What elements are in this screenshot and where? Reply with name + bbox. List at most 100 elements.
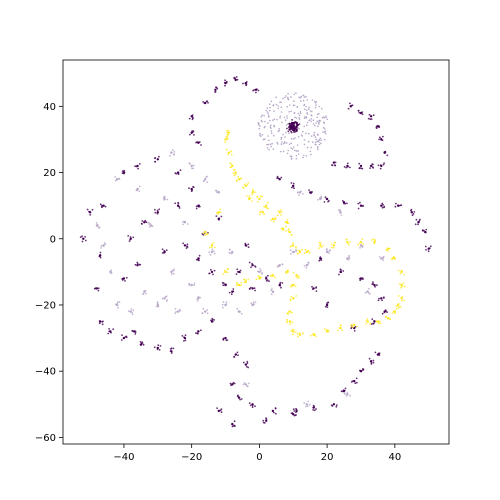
radial-point <box>320 107 323 110</box>
point-jitter <box>226 129 228 132</box>
point-dark-40 <box>82 237 85 240</box>
point-jitter <box>129 236 132 238</box>
radial-point <box>280 101 283 104</box>
radial-point <box>293 100 295 102</box>
point-jitter <box>281 282 284 284</box>
radial-point <box>325 116 328 119</box>
point-jitter <box>381 206 384 209</box>
point-dark-38 <box>102 204 105 207</box>
point-jitter <box>374 351 377 354</box>
point-jitter <box>144 219 147 222</box>
point-jitter <box>154 160 157 163</box>
point-jitter <box>270 219 272 221</box>
radial-point <box>317 134 319 136</box>
point-jitter <box>381 139 384 142</box>
point-light-32 <box>380 257 383 260</box>
radial-point <box>280 138 283 140</box>
point-jitter <box>267 207 269 210</box>
point-jitter <box>375 125 378 128</box>
point-jitter <box>358 111 361 114</box>
point-jitter <box>159 345 162 347</box>
radial-point <box>285 131 287 134</box>
y-axis: −60 −40 −20 0 20 40 <box>35 102 63 444</box>
point-jitter <box>232 290 235 293</box>
point-jitter <box>204 234 207 237</box>
point-jitter <box>114 303 117 306</box>
point-jitter <box>302 193 304 195</box>
point-jitter <box>400 204 403 207</box>
point-dark-45 <box>122 336 126 340</box>
point-jitter <box>130 308 133 310</box>
point-jitter <box>248 287 251 290</box>
point-jitter <box>370 323 373 325</box>
point-jitter <box>240 284 242 287</box>
point-jitter <box>332 403 335 406</box>
radial-core-point <box>293 129 296 132</box>
radial-point <box>319 137 322 140</box>
point-jitter <box>202 307 205 310</box>
point-jitter <box>400 286 402 289</box>
point-jitter <box>254 191 256 194</box>
radial-point <box>282 97 284 100</box>
point-jitter <box>361 205 364 208</box>
point-jitter <box>170 352 173 354</box>
point-jitter <box>236 78 239 81</box>
point-light-8 <box>258 270 261 274</box>
point-jitter <box>294 331 297 334</box>
point-jitter <box>136 165 139 168</box>
point-jitter <box>399 306 402 308</box>
point-jitter <box>208 246 211 249</box>
point-jitter <box>308 251 311 254</box>
point-jitter <box>350 323 353 326</box>
point-jitter <box>319 242 322 245</box>
point-jitter <box>101 323 104 326</box>
point-jitter <box>258 275 261 278</box>
point-jitter <box>219 409 222 412</box>
radial-point <box>262 138 265 141</box>
point-light-21 <box>190 164 193 168</box>
point-jitter <box>131 311 133 314</box>
point-jitter <box>350 104 353 107</box>
point-jitter <box>236 268 239 271</box>
point-jitter <box>285 229 287 232</box>
radial-point <box>265 109 268 112</box>
y-tick-label: −60 <box>35 433 56 444</box>
point-jitter <box>271 275 273 277</box>
point-jitter <box>290 285 292 288</box>
radial-point <box>318 105 321 108</box>
point-jitter <box>259 210 262 213</box>
point-dark-79 <box>143 221 146 224</box>
point-jitter <box>232 288 235 290</box>
radial-point <box>295 157 298 160</box>
point-jitter <box>360 244 362 247</box>
point-jitter <box>256 270 259 273</box>
radial-point <box>320 142 322 144</box>
point-jitter <box>344 393 346 395</box>
point-yellow-19 <box>305 250 308 254</box>
point-jitter <box>200 144 202 146</box>
radial-core-point <box>294 127 297 130</box>
point-jitter <box>110 331 112 334</box>
radial-point <box>297 136 300 138</box>
point-jitter <box>116 302 119 305</box>
point-jitter <box>307 263 309 266</box>
radial-point <box>271 142 274 145</box>
point-jitter <box>191 189 194 192</box>
radial-point <box>299 111 302 113</box>
point-jitter <box>291 321 294 324</box>
point-jitter <box>96 223 99 226</box>
point-jitter <box>372 238 375 241</box>
point-jitter <box>99 256 102 259</box>
point-jitter <box>249 197 252 200</box>
point-jitter <box>371 163 374 166</box>
point-jitter <box>182 221 184 223</box>
point-jitter <box>162 197 165 199</box>
point-jitter <box>368 113 371 116</box>
radial-point <box>314 124 316 127</box>
point-jitter <box>312 332 315 335</box>
point-jitter <box>242 82 244 85</box>
point-jitter <box>372 359 375 362</box>
point-jitter <box>319 257 322 259</box>
point-jitter <box>379 164 382 167</box>
point-jitter <box>220 215 223 218</box>
